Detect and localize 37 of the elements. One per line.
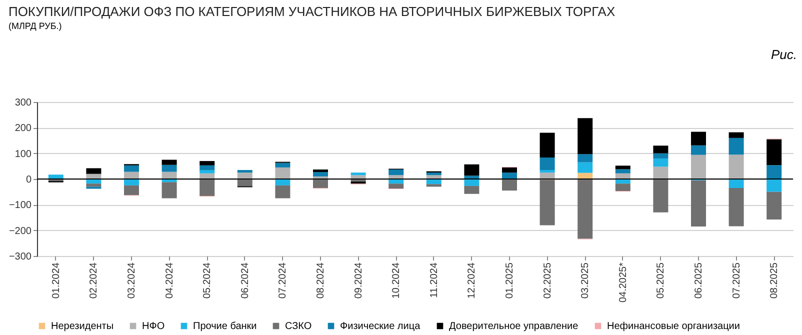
x-tick-label: 02.2025 — [542, 262, 554, 299]
y-tick-label: −100 — [8, 200, 32, 212]
legend-label: НФО — [142, 321, 165, 332]
x-tick-label: 03.2024 — [126, 262, 138, 299]
legend-label: Нерезиденты — [51, 321, 114, 332]
y-tick-label: 200 — [14, 123, 32, 134]
x-tick-label: 01.2025 — [504, 262, 516, 299]
x-tick-label: 06.2024 — [240, 262, 251, 299]
x-tick-label: 03.2025 — [580, 262, 592, 299]
x-tick-label: 05.2024 — [202, 262, 214, 299]
legend-label: Физические лица — [340, 321, 421, 332]
x-tick-label: 05.2025 — [656, 262, 667, 299]
x-tick-label: 12.2024 — [466, 262, 478, 299]
legend-label: Прочие банки — [193, 321, 257, 332]
legend-label: СЗКО — [285, 321, 312, 332]
x-tick-label: 02.2024 — [88, 262, 100, 299]
legend-label: Нефинансовые организации — [607, 321, 740, 332]
x-tick-label: 07.2025 — [731, 262, 742, 299]
x-tick-label: 04.2024 — [164, 262, 176, 299]
chart-title: ПОКУПКИ/ПРОДАЖИ ОФЗ ПО КАТЕГОРИЯМ УЧАСТНИКОВ НА ВТОРИЧНЫХ БИРЖЕВЫХ ТОРГАХ — [8, 4, 616, 19]
x-tick-label: 07.2024 — [278, 262, 289, 299]
x-tick-label: 11.2024 — [428, 262, 440, 298]
y-tick-label: 0 — [26, 174, 32, 186]
x-tick-label: 10.2024 — [391, 262, 402, 299]
y-tick-label: −300 — [8, 252, 32, 262]
text: Рис. — [770, 47, 797, 62]
x-tick-label: 09.2024 — [353, 262, 364, 299]
x-tick-label: 08.2024 — [316, 262, 326, 299]
y-tick-label: −200 — [8, 226, 32, 237]
x-tick-label: 04.2025* — [618, 262, 629, 303]
y-tick-label: 100 — [14, 148, 32, 160]
chart-subtitle: (МЛРД РУБ.) — [8, 21, 62, 31]
x-tick-label: 08.2025 — [769, 262, 780, 299]
x-tick-label: 06.2025 — [694, 262, 704, 299]
legend-label: Доверительное управление — [449, 321, 579, 332]
x-tick-label: 01.2024 — [50, 262, 62, 299]
y-tick-label: 300 — [14, 98, 32, 108]
